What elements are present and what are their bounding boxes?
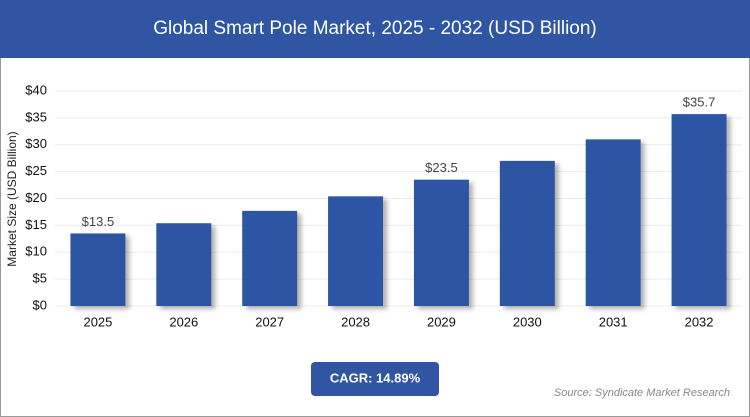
bar: [156, 223, 212, 306]
y-tick-label: $30: [25, 136, 47, 151]
cagr-label: CAGR: 14.89%: [330, 370, 421, 385]
x-tick-label: 2031: [599, 314, 628, 329]
x-tick-label: 2025: [83, 314, 112, 329]
value-label: $35.7: [683, 95, 716, 110]
chart-title: Global Smart Pole Market, 2025 - 2032 (U…: [153, 18, 597, 39]
bar: [70, 233, 126, 306]
value-label: $13.5: [82, 214, 115, 229]
x-tick-label: 2026: [169, 314, 198, 329]
x-tick-label: 2027: [255, 314, 284, 329]
bar: [671, 114, 727, 306]
bar: [242, 210, 298, 306]
cagr-box: [311, 362, 439, 396]
value-label: $23.5: [425, 160, 458, 175]
y-tick-label: $10: [25, 244, 47, 259]
y-tick-label: $25: [25, 163, 47, 178]
bar: [328, 196, 384, 306]
bar: [585, 139, 641, 306]
y-axis-label: Market Size (USD Billion): [5, 131, 19, 266]
bar: [499, 160, 555, 306]
source: Source: Syndicate Market Research: [554, 387, 730, 399]
header: [0, 0, 750, 58]
y-tick-label: $5: [33, 271, 47, 286]
y-tick-label: $15: [25, 217, 47, 232]
y-tick-label: $35: [25, 109, 47, 124]
x-tick-label: 2028: [341, 314, 370, 329]
x-tick-label: 2030: [513, 314, 542, 329]
bar: [413, 179, 469, 306]
y-tick-label: $20: [25, 190, 47, 205]
y-tick-label: $0: [33, 297, 47, 312]
y-tick-label: $40: [25, 82, 47, 97]
x-tick-label: 2032: [685, 314, 714, 329]
x-tick-label: 2029: [427, 314, 456, 329]
